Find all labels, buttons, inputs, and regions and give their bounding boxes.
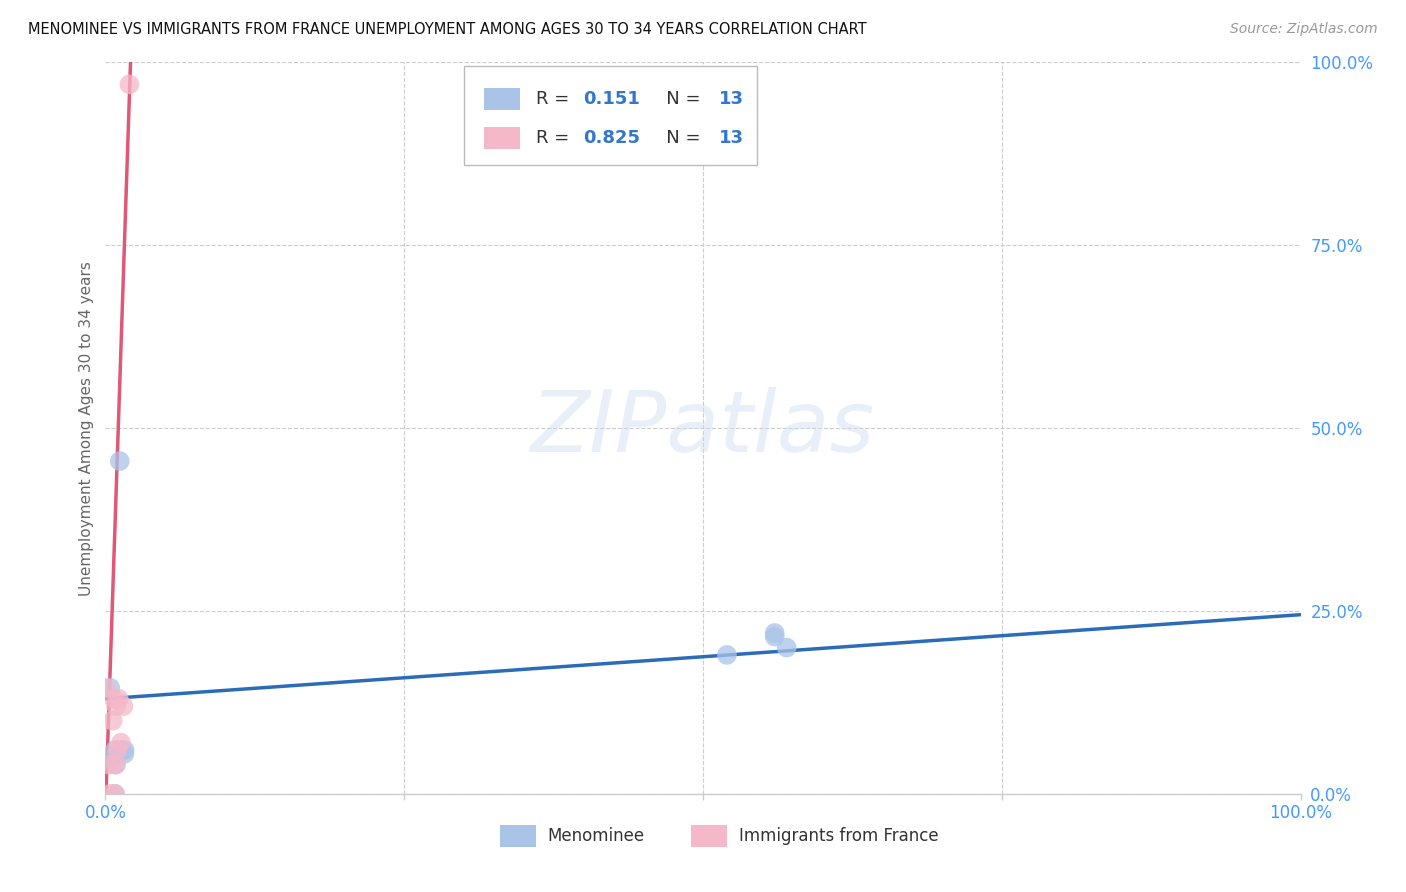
Text: Menominee: Menominee (547, 827, 645, 845)
Point (104, 757, 127, 772)
Point (110, 743, 132, 757)
Point (114, 743, 136, 757)
Point (114, 747, 136, 761)
Point (98, 757, 121, 772)
Text: 0.825: 0.825 (583, 128, 641, 147)
Text: R =: R = (536, 128, 575, 147)
Text: MENOMINEE VS IMMIGRANTS FROM FRANCE UNEMPLOYMENT AMONG AGES 30 TO 34 YEARS CORRE: MENOMINEE VS IMMIGRANTS FROM FRANCE UNEM… (28, 22, 866, 37)
Point (716, 648, 738, 662)
Text: 13: 13 (718, 128, 744, 147)
FancyBboxPatch shape (484, 127, 520, 149)
Point (105, 757, 128, 772)
Text: N =: N = (650, 90, 706, 108)
FancyBboxPatch shape (464, 66, 756, 165)
Point (101, 714, 124, 728)
Point (104, 787, 127, 801)
Point (110, 736, 132, 750)
Point (763, 630, 786, 644)
Point (108, 454, 131, 468)
FancyBboxPatch shape (692, 824, 727, 847)
FancyBboxPatch shape (484, 88, 520, 110)
Point (104, 787, 127, 801)
Point (94, 681, 117, 695)
Point (107, 691, 129, 706)
Point (763, 626, 786, 640)
Text: 0.151: 0.151 (583, 90, 640, 108)
Point (112, 699, 135, 714)
Text: Immigrants from France: Immigrants from France (740, 827, 938, 845)
Point (104, 750, 127, 764)
Point (104, 743, 127, 757)
Text: ZIPatlas: ZIPatlas (531, 386, 875, 470)
Point (107, 743, 129, 757)
Text: N =: N = (650, 128, 706, 147)
Text: Source: ZipAtlas.com: Source: ZipAtlas.com (1230, 22, 1378, 37)
Y-axis label: Unemployment Among Ages 30 to 34 years: Unemployment Among Ages 30 to 34 years (79, 260, 94, 596)
Point (103, 691, 125, 706)
Point (98, 681, 121, 695)
Point (98, 787, 121, 801)
Text: R =: R = (536, 90, 575, 108)
FancyBboxPatch shape (501, 824, 536, 847)
Point (776, 640, 799, 655)
Point (105, 699, 128, 714)
Point (118, 78, 141, 92)
Text: 13: 13 (718, 90, 744, 108)
